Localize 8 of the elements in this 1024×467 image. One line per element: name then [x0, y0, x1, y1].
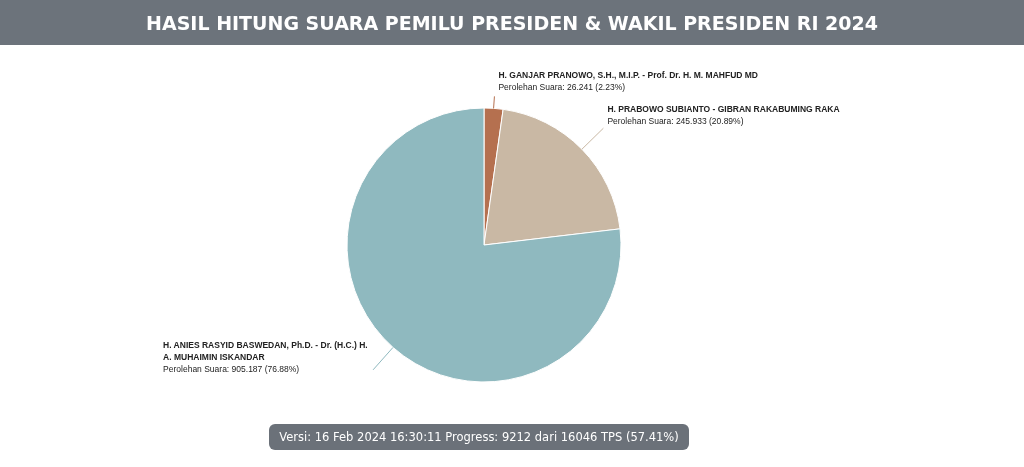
data-label: Perolehan Suara: 245.933 (20.89%)	[607, 116, 744, 127]
data-label: Perolehan Suara: 26.241 (2.23%)	[498, 82, 626, 93]
slice-label: H. GANJAR PRANOWO, S.H., M.I.P. - Prof. Dr. H. M. MAHFUD MD	[498, 70, 759, 81]
chart-title: HASIL HITUNG SUARA PEMILU PRESIDEN & WAKIL PRESIDEN RI 2024	[146, 11, 878, 34]
text: Versi: 16 Feb 2024 16:30:11 Progress: 9212 dari 16046 TPS (57.41%)	[269, 424, 689, 450]
data-label: Perolehan Suara: 905.187 (76.88%)	[163, 363, 300, 374]
slice-label: H. PRABOWO SUBIANTO - GIBRAN RAKABUMING RAKA	[607, 104, 840, 115]
slice-label: H. ANIES RASYID BASWEDAN, Ph.D. - Dr. (H.C.) H. A. MUHAIMIN ISKANDAR	[163, 339, 368, 362]
